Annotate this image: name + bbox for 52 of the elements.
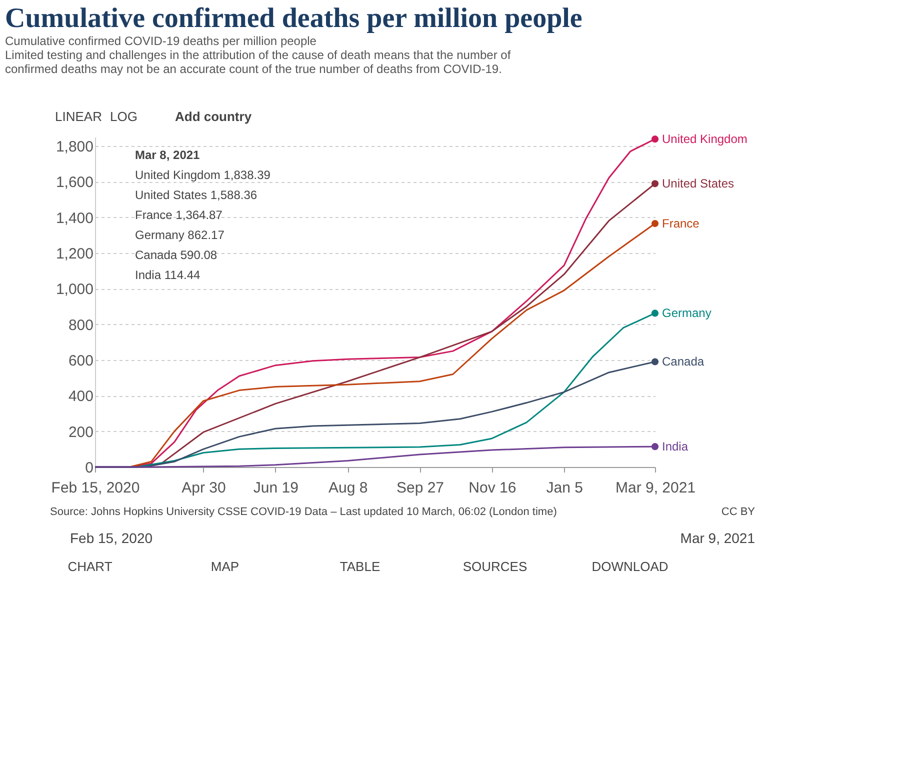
- annotation: Germany 862.17: [135, 228, 225, 242]
- text: SOURCES: [462, 559, 528, 574]
- annotation: United Kingdom 1,838.39: [135, 168, 271, 182]
- text: LINEAR: [55, 109, 102, 124]
- annotation: United States 1,588.36: [135, 188, 258, 202]
- series-label: United Kingdom: [662, 132, 748, 146]
- text: TABLE: [340, 559, 380, 574]
- source-note: Source: Johns Hopkins University CSSE COVID-19 Data – Last updated 10 March, 06:02 (London time): [50, 506, 557, 518]
- x-tick-label: Aug 8: [328, 480, 368, 496]
- point: [651, 220, 659, 228]
- text: MAP: [210, 559, 240, 574]
- y-tick-label: 400: [68, 388, 94, 406]
- annotation: Canada 590.08: [135, 248, 218, 262]
- x-tick-label: Mar 9, 2021: [615, 480, 696, 496]
- point: [651, 358, 659, 366]
- text: Feb 15, 2020: [70, 530, 153, 546]
- text: LOG: [110, 109, 138, 124]
- text: Mar 9, 2021: [680, 530, 756, 546]
- chart-title: Cumulative confirmed deaths per million people: [5, 3, 582, 34]
- text: Add country: [175, 109, 252, 124]
- x-tick-label: Apr 30: [182, 480, 226, 496]
- annotation: Mar 8, 2021: [135, 148, 200, 162]
- y-tick-label: 1,000: [56, 281, 94, 298]
- annotation: India 114.44: [135, 268, 200, 282]
- series-label: France: [662, 216, 700, 231]
- point: [651, 136, 659, 143]
- y-tick-label: 1,400: [56, 210, 94, 227]
- series-label: Canada: [662, 354, 704, 369]
- x-tick-label: Jun 19: [253, 480, 298, 496]
- text: DOWNLOAD: [592, 559, 668, 574]
- y-tick-label: 1,600: [56, 174, 94, 192]
- point: [651, 180, 659, 188]
- x-tick-label: Nov 16: [468, 480, 516, 496]
- y-tick-label: 1,200: [56, 245, 94, 262]
- series-label: Germany: [662, 306, 712, 320]
- x-tick-label: Jan 5: [546, 480, 583, 496]
- text: CC BY: [721, 506, 756, 518]
- chart-subtitle: Cumulative confirmed COVID-19 deaths per million people: [5, 34, 317, 48]
- y-tick-label: 200: [68, 424, 94, 441]
- point: [651, 443, 659, 450]
- point: [651, 310, 659, 317]
- x-tick-label: Feb 15, 2020: [51, 480, 140, 496]
- text: CHART: [68, 559, 112, 574]
- annotation: France 1,364.87: [135, 208, 223, 222]
- y-tick-label: 0: [85, 460, 94, 476]
- y-tick-label: 1,800: [56, 138, 94, 156]
- y-tick-label: 800: [68, 316, 94, 334]
- x-tick-label: Sep 27: [396, 480, 444, 496]
- y-tick-label: 600: [68, 352, 94, 370]
- series-label: United States: [662, 176, 734, 191]
- text: Limited testing and challenges in the attribution of the cause of death means that the number of confirmed deaths may not be an accurate count of the true number of deaths from COVID-19.: [5, 48, 512, 76]
- series-label: India: [662, 440, 688, 454]
